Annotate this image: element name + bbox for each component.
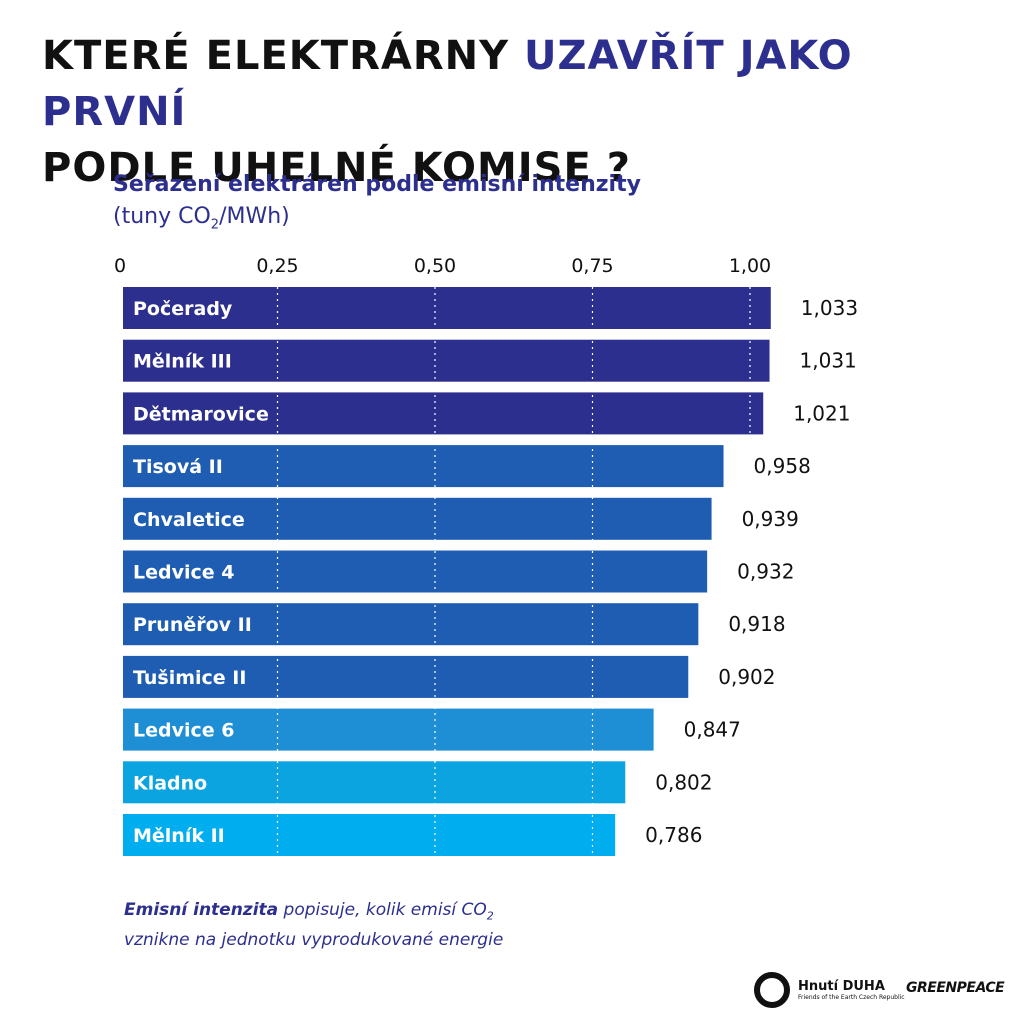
category-label: Chvaletice <box>133 509 245 531</box>
category-label: Počerady <box>133 298 233 320</box>
bar <box>123 287 771 329</box>
headline-part1: KTERÉ ELEKTRÁRNY <box>42 33 524 79</box>
tick-label: 0,50 <box>414 255 456 277</box>
value-label: 0,902 <box>718 665 775 689</box>
headline-part2: PODLE UHELNÉ KOMISE ? <box>42 145 631 191</box>
value-label: 1,033 <box>801 296 858 320</box>
bar <box>123 392 764 435</box>
chart-unit: (tuny CO2/MWh) <box>113 204 290 233</box>
value-label: 0,932 <box>737 560 794 584</box>
duha-ring-icon <box>754 972 790 1008</box>
hnuti-duha-logo: Hnutí DUHA Friends of the Earth Czech Re… <box>754 972 905 1008</box>
category-label: Pruněřov II <box>133 614 252 636</box>
category-label: Ledvice 4 <box>133 562 234 584</box>
bar <box>123 655 689 698</box>
bar <box>123 708 654 751</box>
value-label: 0,847 <box>684 718 741 742</box>
category-label: Mělník II <box>133 825 225 847</box>
headline-accent: UZAVŘÍT JAKO PRVNÍ <box>42 33 853 135</box>
duha-logo-name: Hnutí DUHA <box>798 979 885 994</box>
bar <box>123 814 616 856</box>
tick-label: 0,25 <box>256 255 298 277</box>
value-label: 1,021 <box>793 401 850 425</box>
value-label: 1,031 <box>800 349 857 373</box>
bar <box>123 445 724 488</box>
bar <box>123 497 712 540</box>
category-label: Tisová II <box>133 456 223 478</box>
category-label: Dětmarovice <box>133 403 269 425</box>
tick-label: 1,00 <box>729 255 771 277</box>
value-label: 0,958 <box>754 454 811 478</box>
category-label: Kladno <box>133 772 207 794</box>
value-label: 0,918 <box>728 612 785 636</box>
value-label: 0,786 <box>645 823 702 847</box>
category-label: Ledvice 6 <box>133 720 234 742</box>
category-label: Mělník III <box>133 351 232 373</box>
bar-chart: 0 0,25 0,50 0,75 1,00 Počerady 1,033 Mělník III… <box>114 255 858 856</box>
duha-logo-subtitle: Friends of the Earth Czech Republic <box>798 994 905 1001</box>
category-label: Tušimice II <box>133 667 246 689</box>
footnote-bold: Emisní intenzita <box>124 900 279 920</box>
bar <box>123 761 626 804</box>
value-label: 0,802 <box>655 770 712 794</box>
tick-label: 0,75 <box>571 255 613 277</box>
chart-title: Seřazení elektráren podle emisní intenzi… <box>113 172 641 197</box>
value-label: 0,939 <box>742 507 799 531</box>
bar <box>123 339 770 382</box>
headline: KTERÉ ELEKTRÁRNY UZAVŘÍT JAKO PRVNÍ PODL… <box>42 28 1002 196</box>
footnote: Emisní intenzita popisuje, kolik emisí C… <box>124 900 504 951</box>
bar <box>123 603 699 646</box>
bar <box>123 550 708 593</box>
greenpeace-logo: GREENPEACE <box>906 980 1005 996</box>
tick-label: 0 <box>114 255 126 277</box>
